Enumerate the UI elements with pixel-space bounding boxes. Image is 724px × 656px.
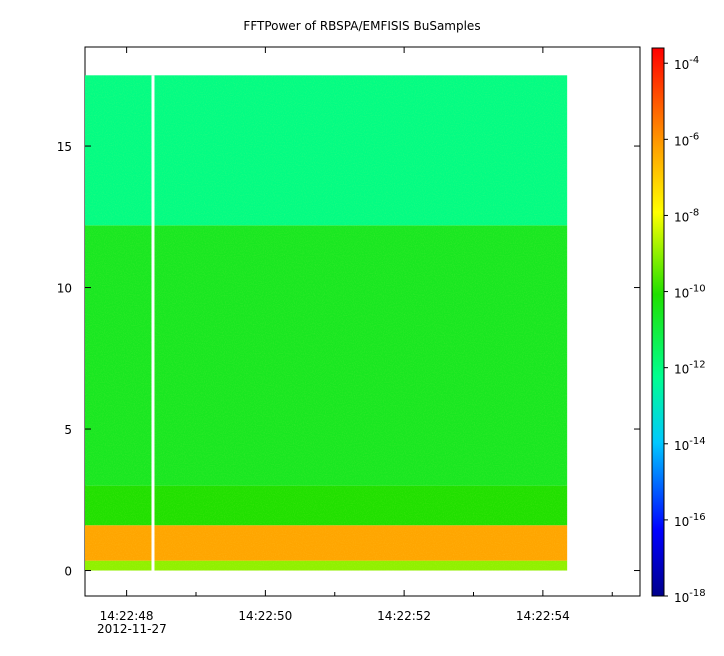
heatmap-texture: [85, 75, 568, 571]
x-axis-date-label: 2012-11-27: [97, 622, 167, 636]
x-tick-label: 14:22:50: [238, 609, 292, 623]
x-tick-label: 14:22:48: [100, 609, 154, 623]
colorbar-tick-label: 10-4: [674, 55, 699, 72]
heatmap-area: [85, 75, 568, 571]
colorbar-tick-label: 10-16: [674, 512, 706, 529]
y-axis: 0 5 10 15: [57, 140, 640, 579]
x-tick-label: 14:22:52: [377, 609, 431, 623]
colorbar-tick-label: 10-12: [674, 360, 706, 377]
colorbar-tick-label: 10-8: [674, 207, 699, 224]
colorbar-tick-label: 10-10: [674, 284, 706, 301]
colorbar-tick-label: 10-6: [674, 131, 699, 148]
y-tick-label: 10: [57, 282, 72, 296]
colorbar-ticks: 10-4 10-6 10-8 10-10 10-12 10-14 10-16 10-18: [664, 55, 706, 605]
x-axis: 14:22:48 14:22:50 14:22:52 14:22:54: [100, 47, 613, 623]
y-tick-label: 15: [57, 140, 72, 154]
colorbar: [651, 47, 665, 597]
x-tick-label: 14:22:54: [516, 609, 570, 623]
colorbar-tick-label: 10-18: [674, 588, 706, 605]
colorbar-tick-label: 10-14: [674, 436, 706, 453]
y-tick-label: 0: [64, 565, 72, 579]
data-gap-line: [151, 75, 155, 571]
y-tick-label: 5: [64, 423, 72, 437]
chart-title: FFTPower of RBSPA/EMFISIS BuSamples: [243, 19, 480, 33]
